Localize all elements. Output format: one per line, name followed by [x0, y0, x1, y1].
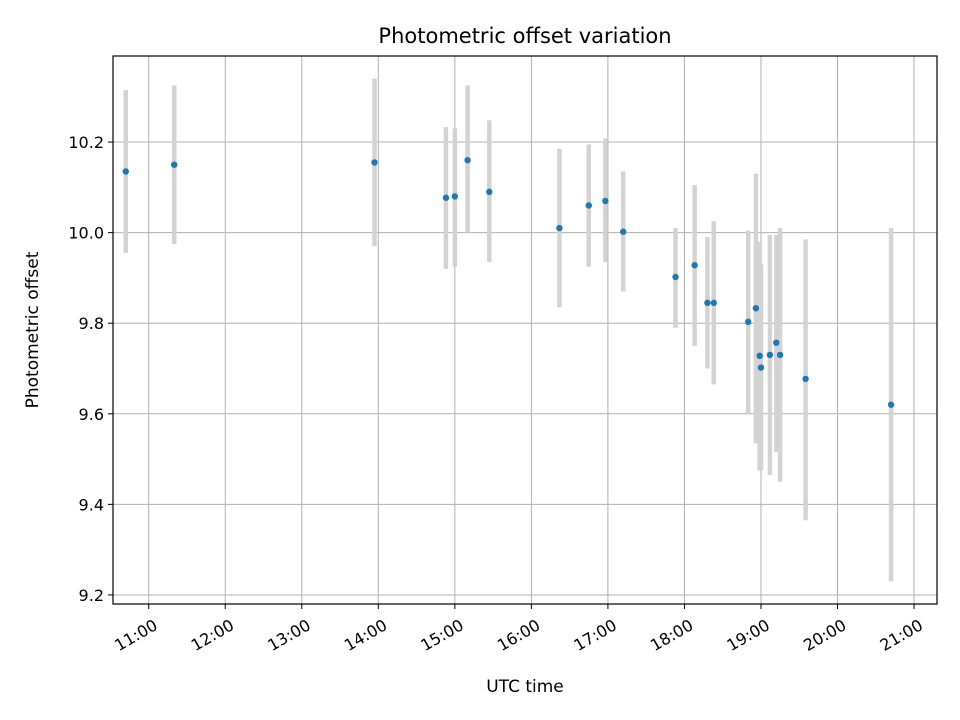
- x-tick-label: 11:00: [111, 615, 160, 655]
- data-point: [371, 159, 378, 166]
- y-tick-label: 9.4: [79, 495, 104, 514]
- y-axis-label: Photometric offset: [23, 251, 43, 408]
- data-point: [486, 188, 493, 196]
- x-tick-label: 18:00: [647, 615, 696, 655]
- data-point: [887, 401, 895, 408]
- data-point: [451, 193, 459, 200]
- data-point: [620, 228, 627, 235]
- x-tick-label: 19:00: [724, 615, 773, 655]
- y-tick-label: 9.8: [79, 314, 104, 333]
- y-axis-ticks: 9.2 9.4 9.6 9.8 10.0 10.2: [68, 133, 113, 605]
- x-axis-label: UTC time: [486, 677, 564, 697]
- y-tick-label: 10.2: [68, 133, 104, 152]
- data-point: [773, 339, 780, 346]
- x-axis-ticks: 11:00 12:00 13:00 14:00 15:00 16:00 17:00 18:00…: [111, 604, 926, 655]
- data-point: [556, 224, 563, 232]
- data-point: [756, 352, 763, 360]
- data-point: [464, 156, 471, 164]
- y-tick-label: 9.6: [79, 405, 104, 424]
- x-tick-label: 13:00: [264, 615, 313, 655]
- data-point: [585, 202, 592, 209]
- data-point: [766, 351, 774, 359]
- data-point: [745, 318, 752, 326]
- y-tick-label: 9.2: [79, 586, 104, 605]
- x-tick-label: 20:00: [800, 615, 849, 655]
- data-point: [442, 194, 450, 201]
- data-point: [171, 161, 178, 168]
- x-tick-label: 14:00: [341, 615, 390, 655]
- data-point: [752, 305, 760, 312]
- grid: [113, 56, 937, 604]
- data-point: [802, 375, 809, 383]
- y-tick-label: 10.0: [68, 224, 104, 243]
- plot-frame: [112, 55, 938, 605]
- x-tick-label: 21:00: [877, 615, 926, 655]
- data-point: [776, 351, 784, 359]
- data-point: [691, 262, 698, 269]
- chart-title: Photometric offset variation: [378, 24, 671, 48]
- data-point: [704, 299, 711, 307]
- x-tick-label: 16:00: [494, 615, 543, 655]
- data-point: [710, 299, 717, 307]
- data-points: [122, 156, 895, 408]
- data-point: [672, 273, 679, 281]
- data-point: [122, 168, 129, 175]
- x-tick-label: 15:00: [417, 615, 466, 655]
- error-bars: [123, 78, 894, 582]
- data-point: [602, 197, 609, 205]
- x-tick-label: 12:00: [188, 615, 237, 655]
- x-tick-label: 17:00: [570, 615, 619, 655]
- data-point: [757, 364, 765, 371]
